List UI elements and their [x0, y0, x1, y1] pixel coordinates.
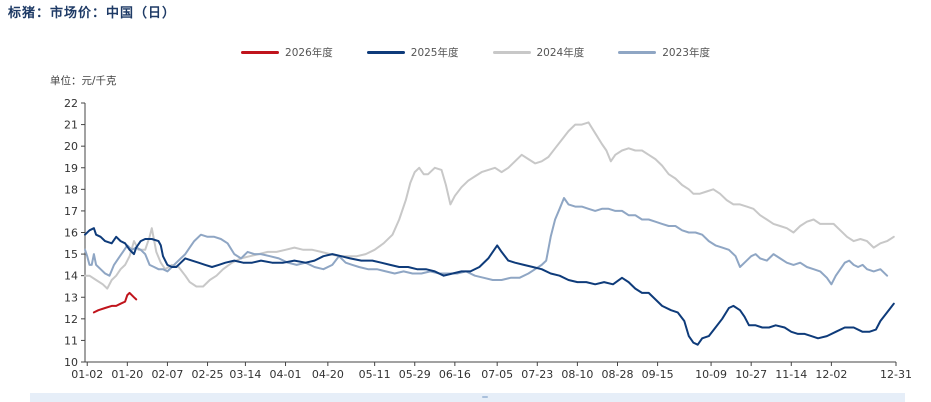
- legend-swatch-2026: [241, 51, 280, 54]
- x-tick-label: 09-15: [642, 368, 674, 381]
- y-tick-label: 18: [64, 183, 78, 196]
- y-tick-label: 21: [64, 119, 78, 132]
- y-tick-label: 15: [64, 248, 78, 261]
- legend-label-2024: 2024年度: [536, 47, 585, 59]
- x-tick-label: 04-20: [312, 368, 344, 381]
- series-line-2023: [84, 197, 889, 286]
- x-tick-label: 10-09: [695, 368, 727, 381]
- y-tick-label: 10: [64, 356, 78, 369]
- x-tick-label: 12-31: [880, 368, 912, 381]
- legend-swatch-2025: [366, 51, 405, 54]
- y-tick-label: 12: [64, 313, 78, 326]
- x-tick-label: 07-23: [521, 368, 553, 381]
- series-line-2024: [84, 121, 895, 290]
- x-tick-label: 07-05: [481, 368, 513, 381]
- series-line-2025: [84, 227, 895, 346]
- series-line-2026: [92, 291, 138, 314]
- legend-item-2026[interactable]: 2026年度: [241, 45, 333, 60]
- y-tick-label: 16: [64, 227, 78, 240]
- x-tick-label: 06-16: [439, 368, 471, 381]
- legend-swatch-2024: [492, 51, 531, 54]
- legend: 2026年度 2025年度 2024年度 2023年度: [0, 45, 931, 60]
- x-tick-label: 02-25: [192, 368, 224, 381]
- legend-item-2025[interactable]: 2025年度: [366, 45, 459, 60]
- legend-swatch-2023: [618, 51, 657, 54]
- x-tick-label: 03-14: [229, 368, 261, 381]
- x-tick-label: 05-29: [399, 368, 431, 381]
- y-tick-label: 11: [64, 334, 78, 347]
- scroll-track[interactable]: [30, 393, 905, 402]
- x-tick-label: 08-28: [602, 368, 634, 381]
- y-tick-label: 14: [64, 270, 78, 283]
- x-tick-label: 08-10: [561, 368, 593, 381]
- scroll-handle[interactable]: [482, 396, 488, 398]
- x-tick-label: 11-14: [775, 368, 807, 381]
- x-tick-label: 02-07: [151, 368, 183, 381]
- chart-title: 标猪：市场价：中国（日）: [8, 6, 177, 21]
- y-tick-label: 20: [64, 140, 78, 153]
- legend-item-2024[interactable]: 2024年度: [492, 45, 585, 60]
- legend-item-2023[interactable]: 2023年度: [618, 45, 710, 60]
- x-tick-label: 01-02: [71, 368, 103, 381]
- y-tick-label: 13: [64, 291, 78, 304]
- x-tick-label: 12-02: [815, 368, 847, 381]
- x-tick-label: 04-01: [270, 368, 302, 381]
- unit-label: 单位：元/千克: [50, 75, 117, 87]
- legend-label-2025: 2025年度: [410, 47, 459, 59]
- y-tick-label: 17: [64, 205, 78, 218]
- legend-label-2023: 2023年度: [662, 47, 710, 59]
- x-tick-label: 01-20: [111, 368, 143, 381]
- y-tick-label: 22: [64, 97, 78, 110]
- x-tick-label: 10-27: [735, 368, 767, 381]
- y-tick-label: 19: [64, 162, 78, 175]
- legend-label-2026: 2026年度: [285, 47, 333, 59]
- x-tick-label: 05-11: [359, 368, 391, 381]
